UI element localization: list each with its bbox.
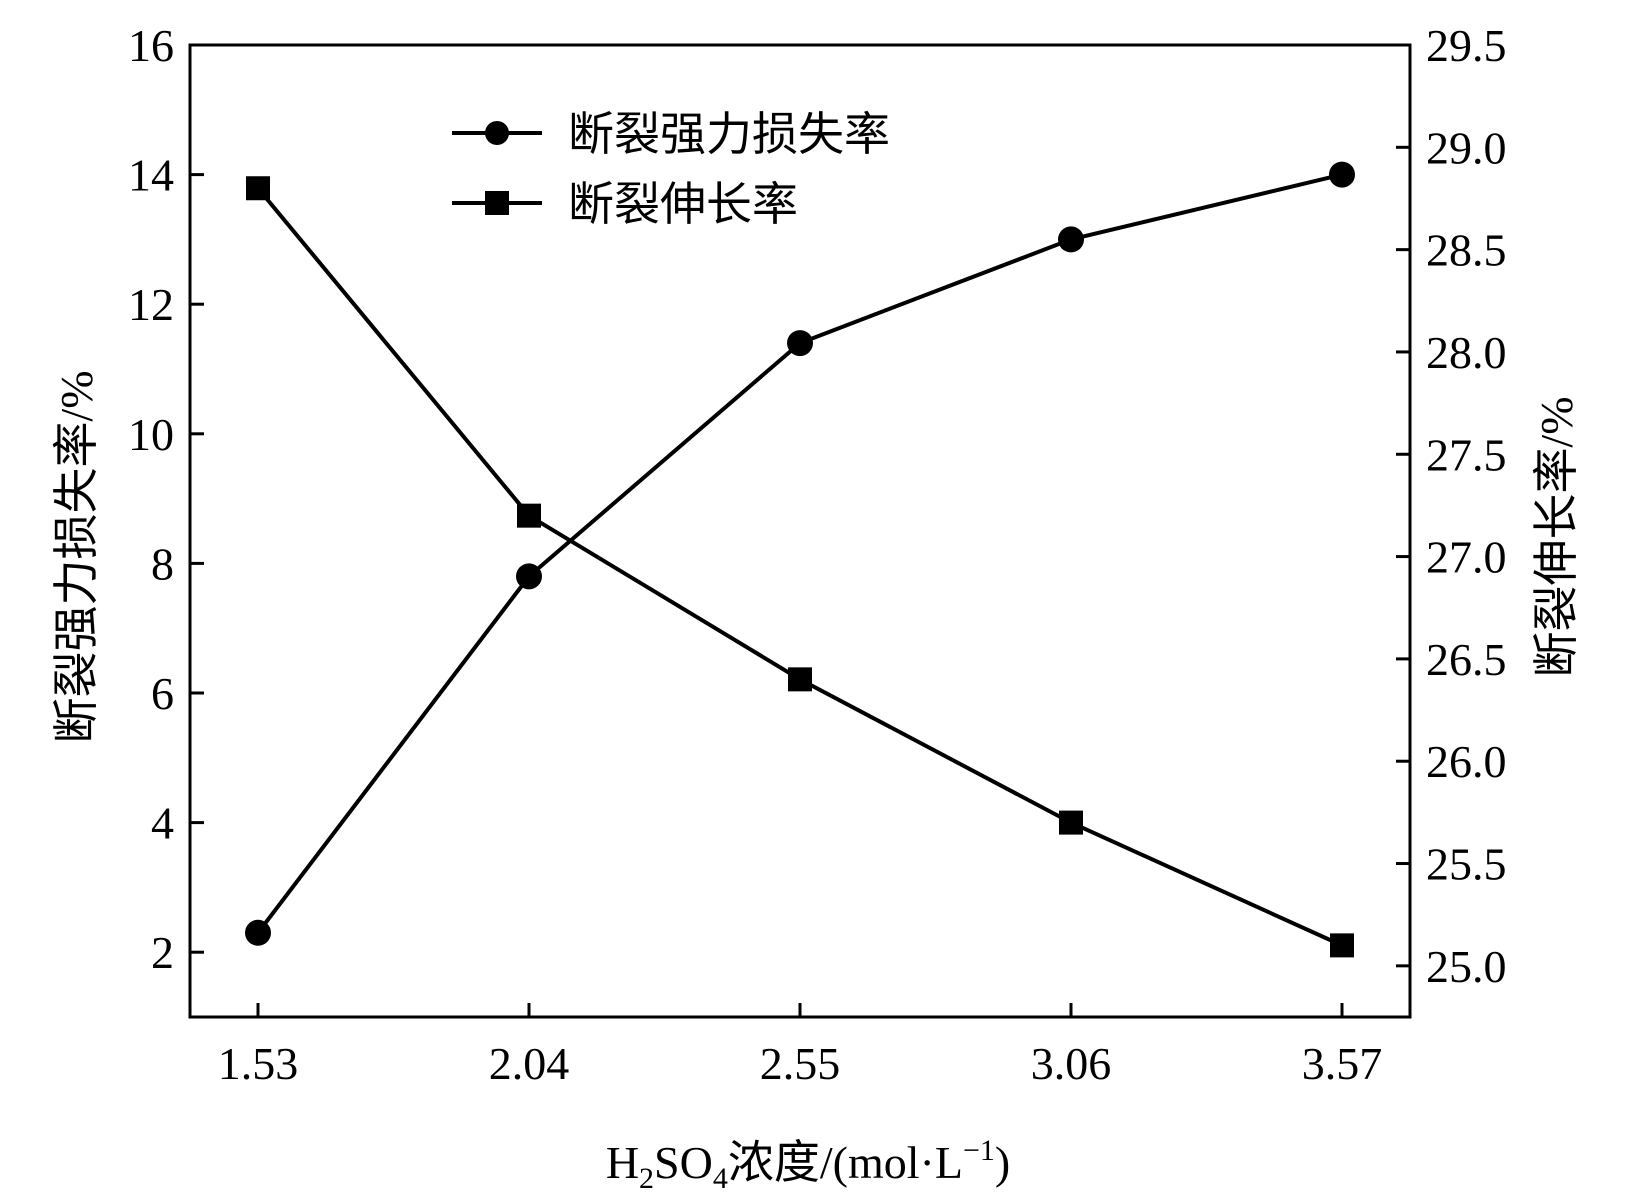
y-left-tick-label: 4 [151, 798, 174, 849]
y-left-tick-label: 2 [151, 927, 174, 978]
y-right-axis-ticks: 25.0 25.5 26.0 26.5 27.0 27.5 28.0 28.5 29.0 29.5 [1396, 20, 1507, 992]
y-right-tick-label: 28.5 [1426, 225, 1507, 276]
x-title-cn: 浓度 [728, 1135, 820, 1189]
y-left-tick-label: 12 [128, 279, 174, 330]
y-left-tick-label: 10 [128, 409, 174, 460]
x-title-sup: −1 [963, 1134, 995, 1167]
y-right-tick-label: 28.0 [1426, 327, 1507, 378]
data-point-strength-loss [245, 919, 271, 946]
series-line-strength-loss [256, 172, 1343, 934]
y-right-axis-title-text: 断裂伸长率 [1529, 448, 1583, 678]
y-left-axis-title-unit: /% [51, 370, 102, 421]
y-right-tick-label: 26.0 [1426, 736, 1507, 787]
data-point-elongation [517, 503, 541, 528]
x-tick-label: 2.04 [489, 1038, 570, 1089]
y-right-tick-label: 25.5 [1426, 839, 1507, 890]
x-title-unit-close: ) [995, 1137, 1010, 1188]
data-point-strength-loss [787, 330, 813, 357]
data-point-elongation [1330, 933, 1354, 958]
legend: 断裂强力损失率 断裂伸长率 [452, 107, 890, 231]
y-left-tick-label: 8 [151, 538, 174, 589]
y-right-tick-label: 25.0 [1426, 941, 1507, 992]
y-right-tick-label: 27.0 [1426, 532, 1507, 583]
y-right-axis-title: 断裂伸长率/% [1529, 396, 1583, 677]
y-right-tick-label: 29.5 [1426, 20, 1507, 71]
x-tick-label: 2.55 [760, 1038, 841, 1089]
y-left-axis-title-text: 断裂强力损失率 [49, 422, 103, 744]
data-point-elongation [788, 667, 812, 692]
x-title-sub1: 2 [639, 1162, 654, 1195]
data-point-strength-loss [1058, 226, 1084, 253]
x-title-sub2: 4 [713, 1162, 728, 1195]
data-point-elongation [246, 176, 270, 201]
y-left-tick-label: 14 [128, 150, 174, 201]
x-axis-ticks: 1.53 2.04 2.55 3.06 3.57 [218, 1003, 1383, 1089]
y-right-tick-label: 29.0 [1426, 122, 1507, 173]
legend-label-elongation: 断裂伸长率 [568, 177, 798, 231]
legend-marker-circle [485, 121, 509, 145]
data-point-elongation [1059, 810, 1083, 835]
y-left-tick-label: 6 [151, 668, 174, 719]
series-group [245, 161, 1355, 958]
data-point-strength-loss [1329, 161, 1355, 188]
x-axis-title: H2SO4浓度/(mol·L−1) [606, 1134, 1010, 1195]
data-point-strength-loss [516, 563, 542, 590]
y-right-axis-title-unit: /% [1531, 396, 1582, 447]
x-title-mid: SO [654, 1137, 713, 1188]
y-right-tick-label: 27.5 [1426, 429, 1507, 480]
x-title-prefix: H [606, 1137, 639, 1188]
series-line-elongation [256, 186, 1343, 948]
y-left-axis-title: 断裂强力损失率/% [49, 370, 103, 743]
y-left-tick-label: 16 [128, 20, 174, 71]
y-right-tick-label: 26.5 [1426, 634, 1507, 685]
plot-frame [188, 43, 1412, 1019]
x-tick-label: 3.57 [1302, 1038, 1383, 1089]
y-left-axis-ticks: 2 4 6 8 10 12 14 16 [128, 20, 204, 978]
x-tick-label: 1.53 [218, 1038, 299, 1089]
legend-marker-square [485, 191, 509, 215]
x-tick-label: 3.06 [1031, 1038, 1112, 1089]
x-title-unit-open: /(mol·L [820, 1137, 963, 1188]
legend-label-strength-loss: 断裂强力损失率 [568, 107, 890, 161]
